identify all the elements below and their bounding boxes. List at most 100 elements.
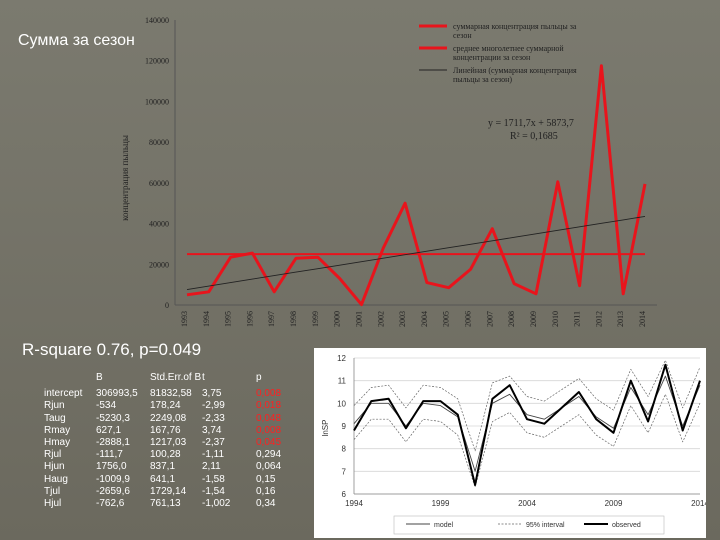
table-cell: 0,294 — [256, 449, 282, 461]
table-cell: -1,002 — [202, 498, 231, 510]
table-header-cell: Std.Err.of B — [150, 372, 202, 383]
table-cell: 627,1 — [96, 424, 122, 436]
series-line-observed — [186, 64, 647, 307]
table-cell: 3,75 — [202, 388, 222, 400]
x-tick-label: 2006 — [464, 311, 473, 327]
x-tick-label: 1997 — [267, 311, 276, 327]
legend-label: среднее многолетнее суммарной концентраци… — [453, 44, 564, 62]
table-cell: -1009,9 — [96, 473, 130, 485]
bottom-chart-background — [314, 348, 706, 538]
x-tick-label: 2004 — [420, 311, 429, 327]
table-row-label: Tjul — [44, 485, 61, 497]
table-cell: 2249,08 — [150, 412, 187, 424]
table-row: Rjun -534 178,24 -2,99 0,018 — [44, 400, 304, 412]
table-cell: 0,15 — [256, 473, 276, 485]
table-header-cell: B — [96, 372, 103, 383]
table-cell: 0,16 — [256, 485, 276, 497]
table-cell: 81832,58 — [150, 388, 192, 400]
table-row-label: Hjul — [44, 498, 62, 510]
y-tick-label: 7 — [342, 467, 347, 476]
y-tick-label: 100000 — [145, 97, 169, 106]
table-row-label: Rjun — [44, 400, 65, 412]
model-fit-summary: R-square 0.76, p=0.049 — [22, 340, 202, 359]
legend-label-line: концентрации за сезон — [453, 53, 531, 62]
legend-label-line: Линейная (суммарная концентрация — [453, 66, 577, 75]
y-tick-label: 40000 — [149, 220, 169, 229]
table-cell: 100,28 — [150, 449, 181, 461]
x-tick-label: 2010 — [551, 311, 560, 327]
x-tick-label: 2008 — [507, 311, 516, 327]
x-tick-label: 1998 — [289, 311, 298, 327]
legend-label-line: суммарная концентрация пыльцы за — [453, 22, 577, 31]
x-tick-label: 2004 — [518, 499, 536, 508]
y-tick-label: 20000 — [149, 260, 169, 269]
legend-label: model — [434, 522, 454, 529]
table-row-label: Hmay — [44, 437, 71, 449]
table-cell: -2888,1 — [96, 437, 130, 449]
table-row: Hjun 1756,0 837,1 2,11 0,064 — [44, 461, 304, 473]
y-tick-label: 11 — [338, 377, 347, 386]
x-tick-label: 1995 — [224, 311, 233, 327]
y-tick-label: 120000 — [145, 57, 169, 66]
table-cell: 837,1 — [150, 461, 176, 473]
table-row: Rjul -111,7 100,28 -1,11 0,294 — [44, 449, 304, 461]
table-cell: 1756,0 — [96, 461, 127, 473]
y-tick-label: 8 — [342, 445, 347, 454]
table-cell: 1729,14 — [150, 485, 187, 497]
table-cell: 0,018 — [256, 400, 282, 412]
y-tick-label: 140000 — [145, 16, 169, 25]
table-cell: 3,74 — [202, 424, 222, 436]
x-tick-label: 2014 — [691, 499, 706, 508]
x-tick-label: 2011 — [573, 311, 582, 327]
table-cell: 0,008 — [256, 424, 282, 436]
x-tick-label: 2012 — [594, 311, 603, 327]
table-cell: -762,6 — [96, 498, 125, 510]
y-axis-label: lnSP — [321, 420, 330, 437]
legend-label-line: пыльцы за сезон) — [453, 75, 512, 84]
table-cell: -1,58 — [202, 473, 225, 485]
table-row: Hmay -2888,1 1217,03 -2,37 0,045 — [44, 437, 304, 449]
table-header-cell: t — [202, 372, 205, 383]
table-row: Haug -1009,9 641,1 -1,58 0,15 — [44, 474, 304, 486]
x-tick-label: 2013 — [616, 311, 625, 327]
x-tick-label: 2014 — [638, 311, 647, 327]
legend-label: observed — [612, 522, 641, 529]
table-header-cell: p — [256, 372, 262, 383]
legend-label: Линейная (суммарная концентрация пыльцы з… — [453, 66, 577, 84]
table-row-label: Hjun — [44, 461, 65, 473]
trend-equation: y = 1711,7x + 5873,7 — [488, 118, 574, 129]
table-header-cell — [44, 372, 96, 384]
y-tick-label: 60000 — [149, 179, 169, 188]
slide-title: Сумма за сезон — [18, 32, 135, 49]
table-cell: -2,37 — [202, 437, 225, 449]
table-cell: 2,11 — [202, 461, 221, 473]
table-cell: -1,11 — [202, 449, 225, 461]
y-axis-label: концентрация пыльцы — [120, 135, 130, 221]
x-tick-label: 1994 — [202, 311, 211, 327]
x-tick-label: 2007 — [485, 311, 494, 327]
table-cell: -1,54 — [202, 485, 225, 497]
x-tick-label: 2001 — [354, 311, 363, 327]
table-cell: 0,048 — [256, 412, 282, 424]
table-cell: -2,33 — [202, 412, 225, 424]
table-cell: -2659,6 — [96, 485, 130, 497]
x-tick-label: 1994 — [345, 499, 363, 508]
x-tick-label: 1999 — [432, 499, 450, 508]
legend-label: суммарная концентрация пыльцы за сезон — [453, 22, 577, 40]
y-tick-label: 9 — [342, 422, 347, 431]
x-tick-label: 1996 — [245, 311, 254, 327]
table-row-label: Taug — [44, 412, 66, 424]
table-row: Rmay 627,1 167,76 3,74 0,008 — [44, 425, 304, 437]
legend-label: 95% interval — [526, 522, 565, 529]
table-cell: 0,34 — [256, 498, 276, 510]
x-tick-label: 2009 — [529, 311, 538, 327]
y-tick-label: 10 — [337, 399, 346, 408]
series-line-95-interval-upper — [353, 359, 701, 452]
table-cell: -5230,3 — [96, 412, 130, 424]
table-cell: 0,008 — [256, 388, 282, 400]
series-line-observed — [353, 363, 701, 486]
y-tick-label: 80000 — [149, 138, 169, 147]
table-cell: 761,13 — [150, 498, 181, 510]
